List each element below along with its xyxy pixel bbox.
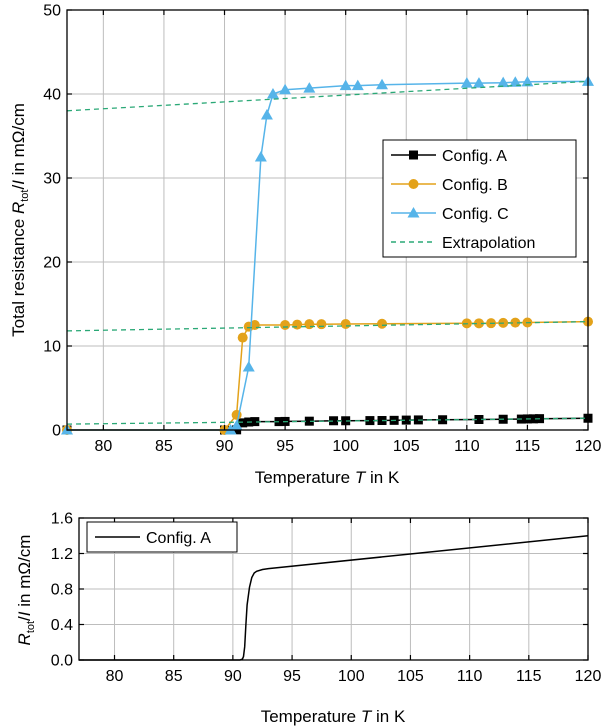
legend-marker [408,179,419,189]
x-tick-label: 105 [397,668,424,685]
data-point [280,320,291,330]
data-point [329,416,339,426]
x-tick-label: 115 [515,438,541,455]
y-tick-label: 30 [43,171,61,188]
data-point [242,361,255,372]
data-point [340,318,351,329]
x-tick-label: 95 [283,668,301,685]
data-point [351,79,364,91]
legend: Config. A [86,521,238,553]
legend-label: Extrapolation [442,235,535,252]
data-point [473,318,484,329]
plot-frame [66,9,589,431]
y-tick-label: 0.8 [51,582,73,599]
data-point [460,77,473,88]
data-point [266,88,279,99]
y-tick-label: 50 [43,3,61,20]
data-point [341,416,351,426]
data-point [365,416,375,426]
x-tick-label: 80 [106,668,124,685]
data-point [279,83,292,95]
data-point [472,77,485,88]
legend-label: Config. A [442,148,507,165]
x-tick-label: 120 [575,438,602,455]
x-axis-label: Temperature T in K [261,707,406,726]
y-tick-label: 0 [52,423,61,440]
x-tick-label: 110 [454,438,480,455]
x-tick-label: 115 [516,668,542,685]
data-point [497,76,510,88]
x-tick-label: 90 [216,438,234,455]
series-config-a [79,535,589,661]
series-config-a [62,413,593,435]
y-tick-label: 1.2 [51,546,73,563]
y-tick-label: 20 [43,255,61,272]
x-tick-label: 90 [224,668,242,685]
y-tick-label: 40 [43,87,61,104]
x-tick-label: 80 [94,438,112,455]
x-tick-label: 85 [165,668,183,685]
data-point [237,332,248,343]
extrapolation-line [66,417,589,425]
series-line [67,320,589,431]
main-chart: 80 85 90 95 100 105 110 115 120 0 10 20 30 40 50 Confi… [9,3,601,488]
series-line [79,535,589,661]
x-tick-label: 120 [575,668,602,685]
data-point [260,109,273,120]
axis-ticks: 80 85 90 95 100 105 110 115 120 0 10 20 30 40 50 [43,3,601,456]
series-layer [61,75,594,435]
legend: Config. A Config. B Config. C Extrapolation [382,139,577,258]
y-tick-label: 1.6 [51,511,73,528]
extrapolation-line [66,80,589,112]
y-tick-label: 0.0 [51,653,73,670]
axis-ticks: 80 85 90 95 100 105 110 115 120 0.0 0.4 0.8 1.2 1.6 [51,511,602,686]
data-point [438,415,448,425]
data-point [528,414,538,424]
data-point [521,75,534,87]
data-point [377,318,388,329]
extrapolation-line [66,320,589,332]
data-point [254,151,267,162]
series-line [67,417,589,431]
data-point [292,319,303,330]
data-point [230,419,243,431]
x-tick-label: 110 [457,668,483,685]
data-point [509,76,522,87]
data-point [474,415,484,424]
series-layer [79,535,589,661]
data-point [316,319,327,330]
detail-chart: 80 85 90 95 100 105 110 115 120 0.0 0.4 0.8 1.2 1.6 C… [15,511,601,727]
data-point [303,82,316,93]
data-point [339,79,352,91]
data-point [304,319,315,330]
y-axis-label: Total resistance Rtot/I in mΩ/cm [9,103,31,337]
legend-marker [409,150,418,160]
data-point [510,317,521,328]
data-point [250,417,260,427]
x-tick-label: 95 [276,438,294,455]
legend-label: Config. C [442,206,509,223]
x-tick-label: 100 [332,438,359,455]
series-extrapolation [66,80,589,425]
legend-marker [407,207,420,218]
y-tick-label: 0.4 [51,617,73,634]
series-config-c [61,75,594,435]
series-config-b [62,316,593,435]
x-tick-label: 85 [155,438,173,455]
x-axis-label: Temperature T in K [255,468,400,487]
data-point [238,418,248,428]
data-point [224,424,237,435]
data-point [376,78,389,90]
data-point [274,417,284,427]
x-tick-label: 100 [338,668,365,685]
data-point [304,416,314,426]
legend-label: Config. A [146,530,211,547]
legend-label: Config. B [442,177,508,194]
x-tick-label: 105 [393,438,420,455]
y-axis-label: Rtot/I in mΩ/cm [15,535,37,646]
y-tick-label: 10 [43,339,61,356]
data-point [401,415,411,425]
